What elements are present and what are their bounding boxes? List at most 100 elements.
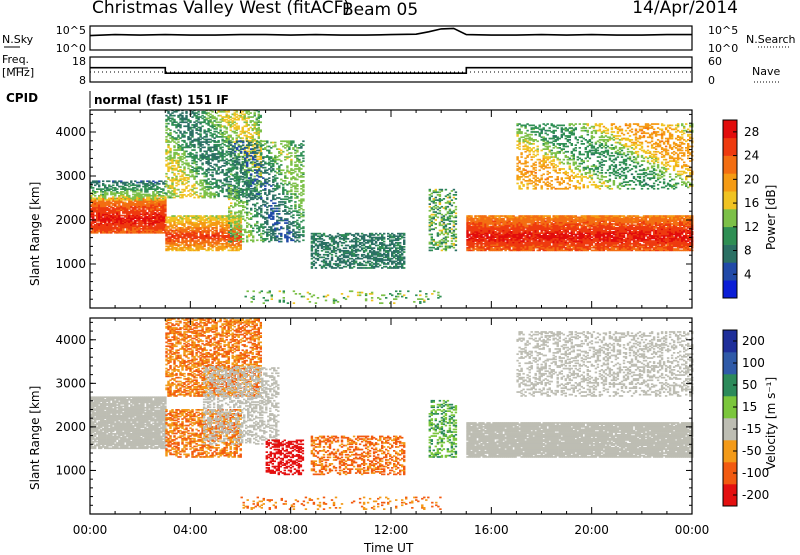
power-cell — [284, 183, 286, 185]
power-cell — [365, 264, 367, 266]
power-cell — [268, 150, 270, 152]
power-cell — [223, 140, 225, 142]
power-cell — [272, 216, 274, 218]
power-cell — [260, 235, 262, 237]
power-cell — [258, 168, 260, 170]
power-cell — [252, 230, 254, 232]
power-cell — [179, 131, 181, 133]
power-cell — [232, 137, 234, 139]
power-cell — [282, 228, 284, 230]
power-cell — [252, 228, 254, 230]
power-cell — [264, 226, 266, 228]
power-cell — [108, 180, 110, 182]
power-cell — [246, 208, 248, 210]
power-cell — [242, 161, 244, 163]
power-cell — [260, 129, 262, 131]
power-cell — [197, 170, 199, 172]
power-cell — [280, 217, 282, 219]
power-cell — [242, 209, 244, 211]
power-cell — [280, 241, 282, 243]
power-cell — [211, 111, 213, 113]
power-cell — [274, 195, 276, 197]
power-cell — [296, 196, 298, 198]
power-cell — [236, 167, 238, 169]
power-cell — [199, 193, 201, 195]
power-cell — [284, 201, 286, 203]
power-cell — [223, 131, 225, 133]
power-cell — [254, 208, 256, 210]
power-cell — [290, 208, 292, 210]
power-cell — [142, 180, 144, 182]
noise-panel-frame — [90, 26, 692, 50]
power-cell — [288, 181, 290, 183]
power-cell — [315, 238, 317, 240]
power-cell — [302, 151, 304, 153]
power-cell — [242, 196, 244, 198]
power-cell — [292, 140, 294, 142]
power-cell — [226, 127, 228, 129]
power-cell — [234, 229, 236, 231]
power-cell — [162, 188, 164, 190]
power-cell — [195, 154, 197, 156]
power-cell — [215, 164, 217, 166]
power-cell — [219, 129, 221, 131]
power-cell — [256, 152, 258, 154]
power-cell — [242, 158, 244, 160]
power-cell — [286, 177, 288, 179]
power-cell — [173, 173, 175, 175]
power-cell — [238, 197, 240, 199]
power-cell — [193, 112, 195, 114]
power-cell — [187, 162, 189, 164]
power-cell — [315, 267, 317, 269]
power-cell — [274, 233, 276, 235]
power-cell — [207, 178, 209, 180]
noise-panel-left-tick-bottom: 10^0 — [56, 42, 86, 55]
power-cell — [201, 168, 203, 170]
power-cell — [302, 176, 304, 178]
power-cell — [223, 136, 225, 138]
power-cell — [167, 111, 169, 113]
power-cell — [254, 164, 256, 166]
power-cell — [140, 188, 142, 190]
power-cell — [294, 144, 296, 146]
power-cell — [302, 226, 304, 228]
power-cell — [355, 261, 357, 263]
power-cell — [266, 197, 268, 199]
power-cell — [223, 243, 225, 245]
power-cell — [195, 164, 197, 166]
power-cell — [230, 210, 232, 212]
power-cell — [256, 144, 258, 146]
power-cell — [254, 210, 256, 212]
power-cell — [185, 115, 187, 117]
power-cell — [250, 142, 252, 144]
power-cell — [226, 131, 228, 133]
power-cell — [284, 234, 286, 236]
power-cell — [223, 235, 225, 237]
power-cell — [219, 180, 221, 182]
power-cell — [209, 129, 211, 131]
power-cell — [302, 144, 304, 146]
power-cell — [104, 190, 106, 192]
power-cell — [290, 205, 292, 207]
power-cell — [240, 225, 242, 227]
freq-panel-left-tick-top: 18 — [72, 55, 86, 68]
power-cell — [169, 148, 171, 150]
power-cell — [246, 120, 248, 122]
power-cell — [213, 168, 215, 170]
power-cell — [230, 191, 232, 193]
power-cell — [181, 144, 183, 146]
power-cell — [268, 173, 270, 175]
power-cell — [240, 151, 242, 153]
power-cell — [183, 135, 185, 137]
power-cell — [278, 193, 280, 195]
power-cell — [242, 185, 244, 187]
power-cell — [294, 193, 296, 195]
power-cell — [236, 132, 238, 134]
power-cell — [252, 239, 254, 241]
power-cell — [268, 180, 270, 182]
power-cell — [167, 177, 169, 179]
power-cell — [254, 143, 256, 145]
power-cell — [230, 185, 232, 187]
power-cell — [104, 202, 106, 204]
power-cell — [193, 191, 195, 193]
